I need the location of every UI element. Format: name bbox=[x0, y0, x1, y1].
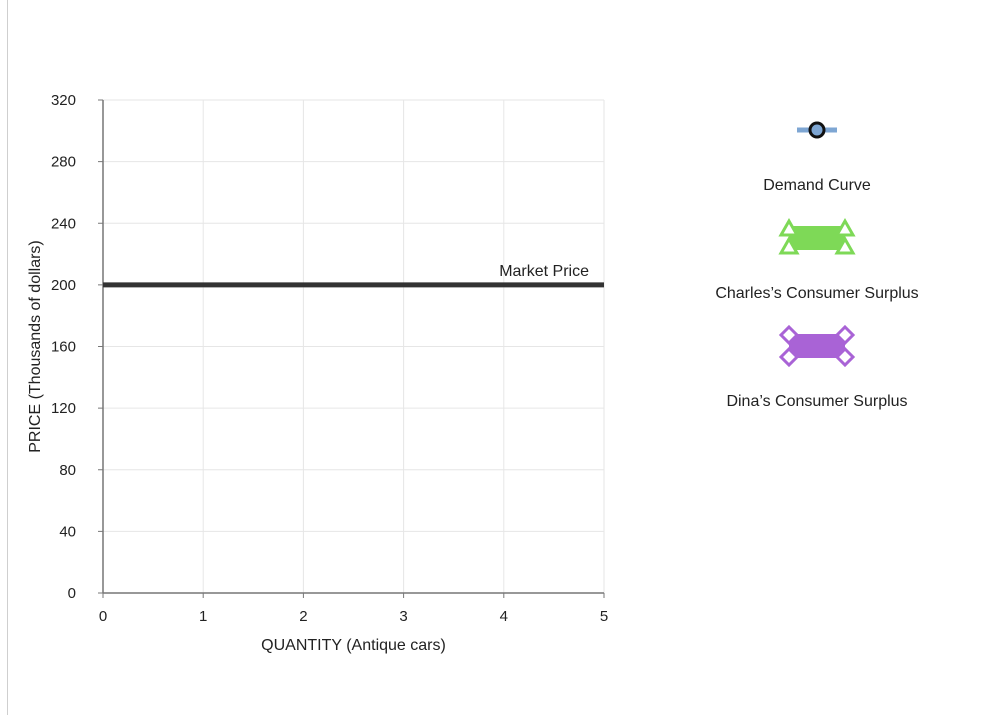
y-axis-title: PRICE (Thousands of dollars) bbox=[27, 240, 44, 453]
triangle-marker-icon bbox=[834, 217, 856, 237]
legend-item[interactable]: Dina’s Consumer Surplus bbox=[726, 324, 908, 410]
diamond-marker-icon bbox=[778, 324, 800, 346]
demand-curve-marker-icon bbox=[808, 121, 826, 139]
y-tick-label: 240 bbox=[51, 215, 76, 232]
labels-layer: Market Price bbox=[499, 263, 589, 280]
diamond-marker-icon bbox=[834, 324, 856, 346]
y-tick-label: 120 bbox=[51, 400, 76, 417]
y-tick-label: 320 bbox=[51, 92, 76, 109]
legend-label: Charles’s Consumer Surplus bbox=[715, 285, 918, 302]
x-axis-title: QUANTITY (Antique cars) bbox=[261, 637, 446, 654]
panel-left-border bbox=[7, 0, 8, 715]
annotation-label: Market Price bbox=[499, 263, 589, 280]
x-tick-label: 3 bbox=[399, 608, 407, 625]
triangle-marker-icon bbox=[778, 217, 800, 237]
triangle-marker-icon bbox=[834, 235, 856, 255]
legend-item[interactable]: Charles’s Consumer Surplus bbox=[715, 217, 919, 302]
x-tick-label: 0 bbox=[99, 608, 107, 625]
grid bbox=[103, 99, 605, 593]
legend-label: Dina’s Consumer Surplus bbox=[726, 393, 907, 410]
y-tick-label: 160 bbox=[51, 339, 76, 356]
x-tick-label: 5 bbox=[600, 608, 608, 625]
legend-item[interactable]: Demand Curve bbox=[763, 121, 871, 194]
y-tick-label: 280 bbox=[51, 154, 76, 171]
y-tick-label: 200 bbox=[51, 277, 76, 294]
legend-label: Demand Curve bbox=[763, 177, 871, 194]
charles-surplus-swatch bbox=[789, 226, 845, 250]
x-tick-label: 2 bbox=[299, 608, 307, 625]
axes: 0 40 80 120 160 200 240 280 320 0 1 2 3 4 5 QUANTITY (A… bbox=[27, 92, 608, 654]
x-tick-label: 4 bbox=[500, 608, 508, 625]
legend[interactable]: Demand Curve Charles’s Consumer Surplus Di… bbox=[715, 121, 919, 410]
triangle-marker-icon bbox=[778, 235, 800, 255]
y-tick-label: 40 bbox=[59, 523, 76, 540]
y-tick-label: 0 bbox=[68, 585, 76, 602]
x-tick-label: 1 bbox=[199, 608, 207, 625]
y-tick-label: 80 bbox=[59, 462, 76, 479]
diamond-marker-icon bbox=[778, 346, 800, 368]
diamond-marker-icon bbox=[834, 346, 856, 368]
dina-surplus-swatch bbox=[789, 334, 845, 358]
